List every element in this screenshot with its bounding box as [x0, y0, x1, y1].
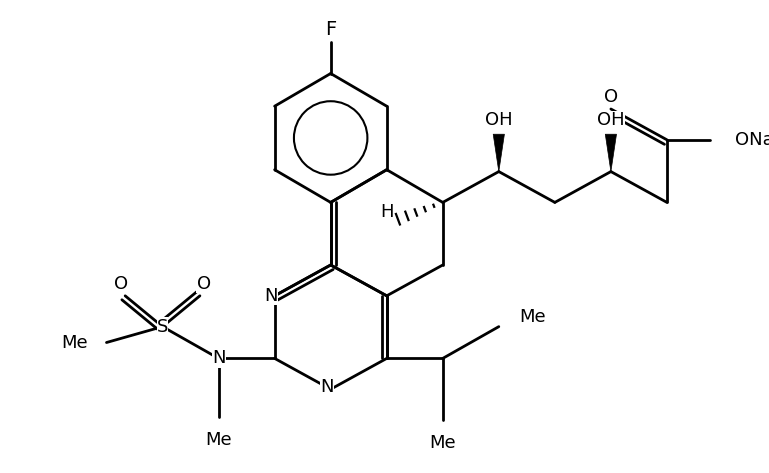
- Text: S: S: [157, 318, 168, 336]
- Text: O: O: [197, 275, 211, 293]
- Text: Me: Me: [429, 434, 456, 452]
- Text: Me: Me: [62, 333, 88, 351]
- Text: N: N: [211, 350, 225, 368]
- Text: OH: OH: [485, 111, 513, 129]
- Text: ONa: ONa: [735, 131, 769, 149]
- Text: F: F: [325, 20, 336, 39]
- Text: H: H: [380, 203, 394, 221]
- Text: Me: Me: [205, 431, 232, 449]
- Text: OH: OH: [597, 111, 624, 129]
- Text: N: N: [264, 287, 278, 305]
- Polygon shape: [605, 134, 617, 172]
- Text: N: N: [320, 378, 334, 396]
- Text: O: O: [115, 275, 128, 293]
- Text: Me: Me: [519, 308, 546, 326]
- Polygon shape: [493, 134, 504, 172]
- Text: O: O: [604, 88, 618, 106]
